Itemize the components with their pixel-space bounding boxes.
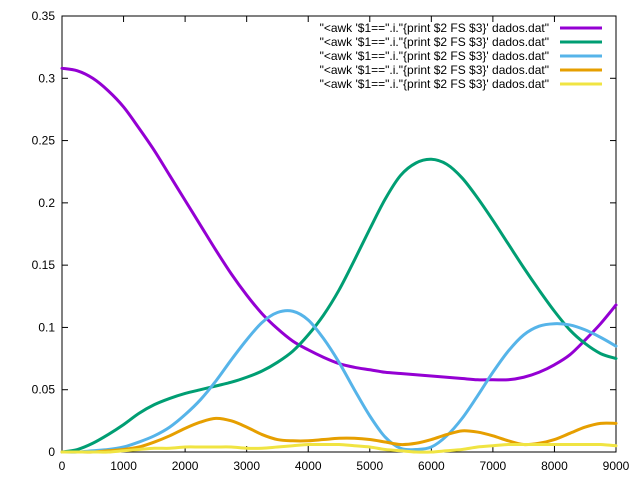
y-tick-label: 0.2 [38, 196, 55, 210]
x-tick-label: 8000 [541, 459, 568, 473]
y-tick-label: 0.15 [32, 258, 56, 272]
series-line-3 [60, 309, 618, 454]
series-line-1 [60, 66, 618, 382]
x-tick-label: 2000 [172, 459, 199, 473]
legend-entry-label: "<awk '$1==".i."{print $2 FS $3}' dados.… [320, 63, 549, 77]
series-line-2 [60, 157, 618, 454]
legend-entry-label: "<awk '$1==".i."{print $2 FS $3}' dados.… [320, 21, 549, 35]
x-tick-label: 7000 [480, 459, 507, 473]
y-tick-label: 0.35 [32, 9, 56, 23]
y-tick-label: 0.05 [32, 383, 56, 397]
x-tick-label: 4000 [295, 459, 322, 473]
x-tick-label: 6000 [418, 459, 445, 473]
x-tick-label: 9000 [603, 459, 630, 473]
y-tick-label: 0.25 [32, 134, 56, 148]
x-tick-label: 5000 [356, 459, 383, 473]
x-tick-label: 0 [59, 459, 66, 473]
x-tick-label: 3000 [233, 459, 260, 473]
plot-frame [61, 15, 617, 453]
legend-entry-label: "<awk '$1==".i."{print $2 FS $3}' dados.… [320, 77, 549, 91]
legend-entry-label: "<awk '$1==".i."{print $2 FS $3}' dados.… [320, 49, 549, 63]
y-tick-label: 0.1 [38, 320, 55, 334]
series-line-5 [60, 442, 618, 454]
series-line-4 [60, 416, 618, 454]
legend-entry-label: "<awk '$1==".i."{print $2 FS $3}' dados.… [320, 35, 549, 49]
y-tick-label: 0.3 [38, 71, 55, 85]
x-tick-label: 1000 [110, 459, 137, 473]
y-tick-label: 0 [48, 445, 55, 459]
